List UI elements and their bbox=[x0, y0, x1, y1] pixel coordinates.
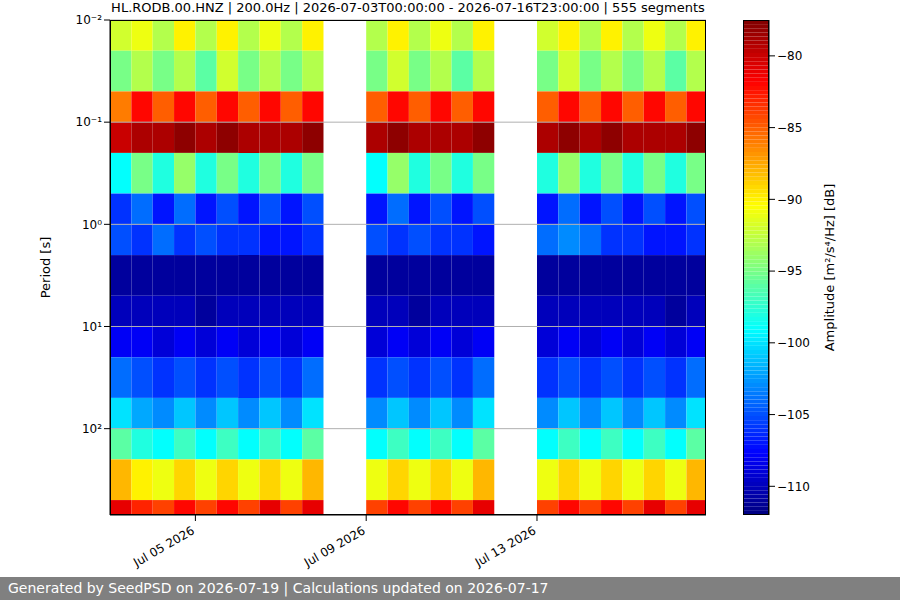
svg-text:Period [s]: Period [s] bbox=[38, 237, 53, 299]
svg-text:10⁻¹: 10⁻¹ bbox=[76, 115, 103, 129]
svg-text:−110: −110 bbox=[777, 480, 810, 494]
svg-text:10²: 10² bbox=[82, 422, 102, 436]
svg-text:Jul 05 2026: Jul 05 2026 bbox=[130, 523, 197, 570]
svg-text:10⁻²: 10⁻² bbox=[76, 13, 103, 27]
svg-text:−95: −95 bbox=[777, 264, 802, 278]
svg-text:−90: −90 bbox=[777, 193, 802, 207]
svg-text:Jul 09 2026: Jul 09 2026 bbox=[301, 523, 368, 570]
svg-text:10⁰: 10⁰ bbox=[82, 218, 102, 232]
svg-text:10¹: 10¹ bbox=[82, 320, 102, 334]
svg-text:−80: −80 bbox=[777, 49, 802, 63]
html-text:HL.RODB.00.HNZ | 200.0Hz | 202: HL.RODB.00.HNZ | 200.0Hz | 2026-07-03T00… bbox=[111, 0, 705, 15]
svg-text:−85: −85 bbox=[777, 121, 802, 135]
svg-text:−105: −105 bbox=[777, 408, 810, 422]
html-text:Generated by SeedPSD on 2026-0: Generated by SeedPSD on 2026-07-19 | Cal… bbox=[8, 580, 549, 596]
svg-text:Amplitude [m²/s⁴/Hz] [dB]: Amplitude [m²/s⁴/Hz] [dB] bbox=[822, 184, 837, 352]
svg-text:−100: −100 bbox=[777, 336, 810, 350]
svg-text:Jul 13 2026: Jul 13 2026 bbox=[472, 523, 539, 570]
